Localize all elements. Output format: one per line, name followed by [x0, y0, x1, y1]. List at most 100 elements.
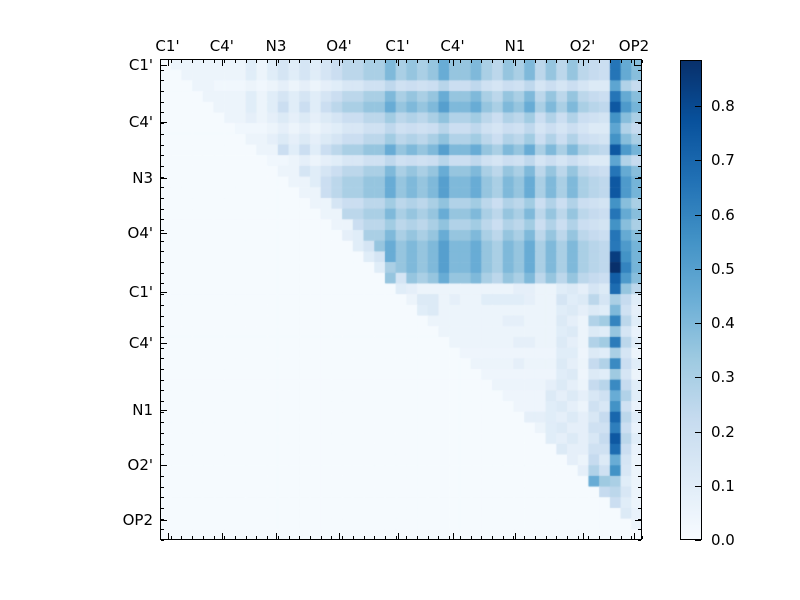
y-minor-tick: [638, 59, 641, 60]
x-major-tick: [515, 60, 516, 66]
x-minor-tick: [256, 60, 258, 63]
y-minor-tick: [161, 91, 164, 93]
y-tick-label: C4': [128, 334, 153, 353]
colorbar-tick: [695, 431, 701, 433]
y-minor-tick: [638, 454, 641, 456]
y-minor-tick: [638, 379, 641, 381]
x-minor-tick: [363, 60, 365, 63]
x-minor-tick: [459, 60, 461, 63]
colorbar-tick: [695, 485, 701, 487]
y-minor-tick: [638, 347, 641, 349]
x-minor-tick: [170, 536, 172, 539]
x-minor-tick: [395, 536, 397, 539]
x-minor-tick: [224, 536, 226, 539]
x-major-tick: [339, 60, 340, 66]
x-tick-label: N1: [504, 37, 526, 55]
x-minor-tick: [309, 60, 311, 63]
x-major-tick: [582, 533, 584, 539]
x-minor-tick: [299, 536, 301, 539]
y-minor-tick: [638, 411, 641, 413]
x-minor-tick: [406, 536, 408, 539]
x-minor-tick: [599, 60, 601, 63]
x-minor-tick: [502, 536, 504, 539]
y-minor-tick: [638, 497, 641, 499]
y-minor-tick: [161, 240, 164, 242]
heatmap-canvas: [160, 59, 642, 540]
y-major-tick: [161, 291, 167, 293]
y-minor-tick: [638, 315, 641, 317]
y-minor-tick: [638, 133, 641, 135]
x-minor-tick: [609, 536, 611, 539]
y-minor-tick: [161, 230, 164, 232]
x-minor-tick: [631, 536, 633, 539]
x-minor-tick: [492, 60, 494, 63]
x-minor-tick: [556, 60, 558, 63]
y-tick-label: C4': [128, 113, 153, 131]
y-minor-tick: [161, 411, 164, 413]
x-major-tick: [397, 533, 399, 539]
x-major-tick: [221, 533, 223, 539]
y-tick-label: N3: [132, 169, 153, 188]
y-minor-tick: [161, 358, 164, 360]
x-minor-tick: [170, 60, 172, 63]
y-minor-tick: [161, 144, 164, 146]
x-minor-tick: [331, 536, 333, 539]
x-minor-tick: [567, 536, 569, 539]
x-minor-tick: [438, 60, 440, 63]
y-major-tick: [635, 343, 641, 345]
y-minor-tick: [161, 443, 164, 445]
y-minor-tick: [161, 507, 164, 509]
y-minor-tick: [638, 336, 641, 338]
x-minor-tick: [374, 536, 376, 539]
x-minor-tick: [352, 536, 354, 539]
x-minor-tick: [352, 60, 354, 63]
y-tick-label: OP2: [122, 511, 153, 529]
x-minor-tick: [545, 536, 547, 539]
y-minor-tick: [161, 155, 164, 157]
x-minor-tick: [320, 536, 322, 539]
x-major-tick: [339, 533, 340, 539]
x-minor-tick: [245, 60, 247, 63]
y-minor-tick: [161, 197, 164, 199]
x-minor-tick: [470, 536, 472, 539]
y-major-tick: [161, 520, 167, 521]
y-major-tick: [161, 233, 167, 235]
x-minor-tick: [620, 536, 622, 539]
x-minor-tick: [395, 60, 397, 63]
y-major-tick: [635, 520, 641, 521]
y-major-tick: [161, 65, 167, 66]
x-minor-tick: [513, 536, 515, 539]
y-minor-tick: [161, 187, 164, 189]
y-minor-tick: [638, 368, 641, 370]
y-minor-tick: [161, 101, 164, 103]
y-minor-tick: [161, 251, 164, 253]
x-minor-tick: [470, 60, 472, 63]
y-minor-tick: [638, 443, 641, 445]
x-minor-tick: [481, 536, 483, 539]
x-minor-tick: [417, 536, 419, 539]
y-minor-tick: [161, 422, 164, 424]
x-major-tick: [452, 60, 454, 66]
y-minor-tick: [638, 155, 641, 157]
x-minor-tick: [406, 60, 408, 63]
axes-frame: [160, 59, 642, 540]
y-minor-tick: [161, 368, 164, 370]
x-minor-tick: [277, 536, 279, 539]
y-minor-tick: [638, 422, 641, 424]
x-minor-tick: [160, 536, 161, 539]
x-minor-tick: [567, 60, 569, 63]
colorbar-tick: [695, 106, 701, 108]
colorbar: [680, 60, 702, 540]
y-tick-label: O2': [127, 456, 153, 474]
y-minor-tick: [638, 262, 641, 264]
x-minor-tick: [438, 536, 440, 539]
y-minor-tick: [638, 197, 641, 199]
colorbar-tick-label: 0.8: [711, 97, 735, 116]
y-minor-tick: [161, 165, 164, 167]
colorbar-tick-label: 0.3: [711, 368, 735, 387]
y-minor-tick: [638, 240, 641, 242]
y-minor-tick: [161, 497, 164, 499]
x-tick-label: OP2: [618, 37, 650, 55]
x-major-tick: [452, 533, 454, 539]
